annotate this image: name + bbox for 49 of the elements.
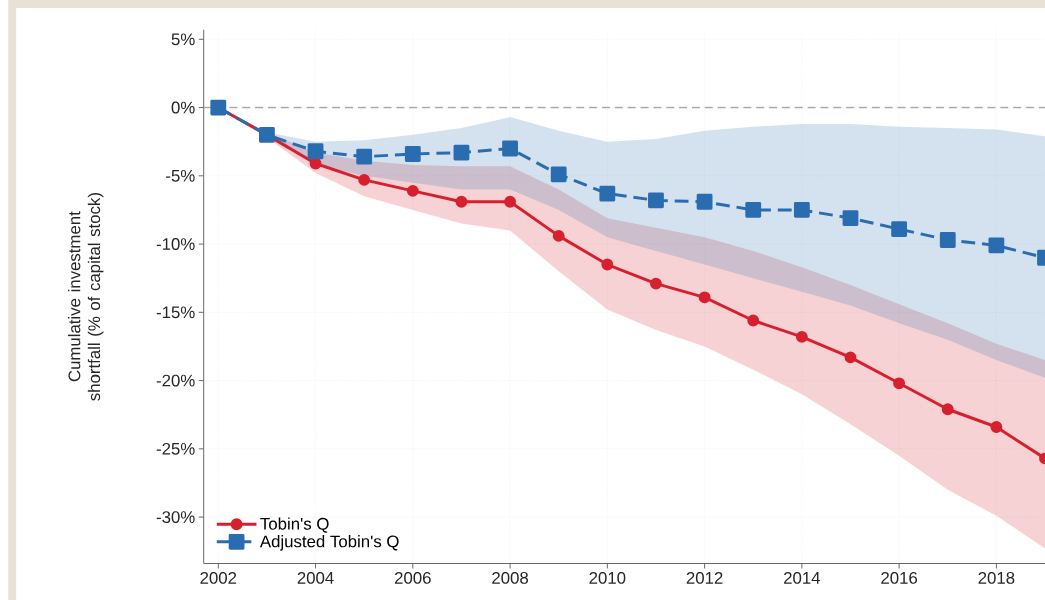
x-tick-label: 2016 xyxy=(881,571,918,584)
y-tick-label: -25% xyxy=(156,442,195,455)
point xyxy=(648,192,664,209)
x-tick-label: 2008 xyxy=(492,571,529,584)
point xyxy=(698,291,711,304)
point xyxy=(842,210,859,226)
x-tick-label: 2004 xyxy=(297,571,334,584)
x-tick-label: 2010 xyxy=(589,571,626,584)
point xyxy=(891,221,908,237)
y-tick-label: -10% xyxy=(156,238,195,250)
point xyxy=(601,258,614,271)
point xyxy=(404,145,421,162)
point xyxy=(650,277,662,290)
point xyxy=(356,148,373,165)
legend-label: Tobin's Q xyxy=(260,517,329,533)
point xyxy=(455,195,468,208)
point xyxy=(502,140,518,157)
x-tick-label: 2006 xyxy=(394,571,431,584)
point xyxy=(453,144,470,161)
y-tick-label: 0% xyxy=(171,101,195,114)
y-tick-label: -5% xyxy=(166,169,195,182)
point xyxy=(550,166,567,183)
point xyxy=(406,184,419,197)
legend-label: Adjusted Tobin's Q xyxy=(259,534,399,551)
point xyxy=(599,185,616,202)
y-tick-label: -20% xyxy=(156,374,195,387)
x-tick-label: 2014 xyxy=(784,571,821,584)
point xyxy=(990,420,1003,433)
point xyxy=(795,330,808,343)
y-axis-title: Cumulative investment shortfall (% of capital stock) xyxy=(68,193,104,401)
point xyxy=(745,201,762,218)
point xyxy=(747,314,760,327)
x-tick-label: 2012 xyxy=(686,571,723,584)
point xyxy=(988,237,1005,254)
point xyxy=(893,377,906,390)
point xyxy=(939,231,956,248)
point xyxy=(696,193,713,210)
x-tick-label: 2018 xyxy=(978,571,1015,584)
x-tick-label: 2002 xyxy=(200,571,237,584)
point xyxy=(552,229,565,242)
y-tick-label: -15% xyxy=(156,306,195,319)
point xyxy=(941,403,954,416)
point xyxy=(307,143,324,160)
y-tick-label: -30% xyxy=(156,511,195,523)
point xyxy=(793,201,810,218)
point xyxy=(844,351,857,364)
point xyxy=(504,195,517,208)
point xyxy=(358,173,371,186)
y-tick-label: 5% xyxy=(171,33,195,46)
